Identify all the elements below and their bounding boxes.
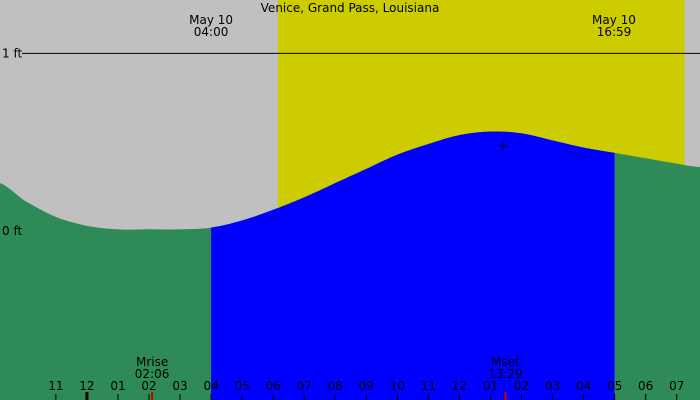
midnight-marker — [85, 392, 89, 400]
tide-event-time: 16:59 — [597, 25, 632, 39]
tide-event-date: May 10 — [592, 13, 636, 27]
x-tick-label: 02 — [141, 379, 156, 393]
tide-event-time: 04:00 — [194, 25, 229, 39]
x-tick-label: 06 — [638, 379, 653, 393]
marker-glyph: + — [498, 139, 508, 153]
x-tick-label: 09 — [359, 379, 374, 393]
x-tick-label: 12 — [452, 379, 467, 393]
x-tick-label: 03 — [172, 379, 187, 393]
x-tick-label: 06 — [266, 379, 281, 393]
x-tick-label: 11 — [48, 379, 63, 393]
x-tick-label: 11 — [421, 379, 436, 393]
x-tick-label: 05 — [234, 379, 249, 393]
x-tick-label: 03 — [545, 379, 560, 393]
moon-event-time: 02:06 — [135, 367, 170, 381]
x-tick-label: 07 — [669, 379, 684, 393]
x-axis: 11 12 01 02 03 04 05 06 07 08 09 10 11 12 01 02 03 04 05 06… — [48, 379, 684, 400]
x-tick-label: 07 — [297, 379, 312, 393]
chart-title: Venice, Grand Pass, Louisiana — [261, 1, 440, 15]
tide-event-date: May 10 — [189, 13, 233, 27]
tide-interval-area — [211, 131, 615, 400]
x-tick-label: 02 — [514, 379, 529, 393]
x-tick-label: 10 — [390, 379, 405, 393]
current-time-marker: + — [498, 139, 508, 153]
moon-event-tick — [504, 392, 507, 400]
y-tick-label: 0 ft — [2, 224, 22, 238]
x-tick-label: 08 — [328, 379, 343, 393]
x-tick-label: 04 — [203, 379, 218, 393]
moon-event-label: Mrise — [136, 355, 168, 369]
moon-event-label: Mset — [491, 355, 520, 369]
x-tick-label: 04 — [576, 379, 591, 393]
y-axis-labels: 1 ft 0 ft — [2, 46, 22, 238]
x-tick-label: 01 — [483, 379, 498, 393]
y-tick-label: 1 ft — [2, 46, 22, 60]
moon-event-tick — [151, 392, 154, 400]
x-tick-label: 05 — [607, 379, 622, 393]
x-tick-label: 12 — [79, 379, 94, 393]
x-tick-label: 01 — [110, 379, 125, 393]
moon-event-time: 13:29 — [488, 367, 523, 381]
